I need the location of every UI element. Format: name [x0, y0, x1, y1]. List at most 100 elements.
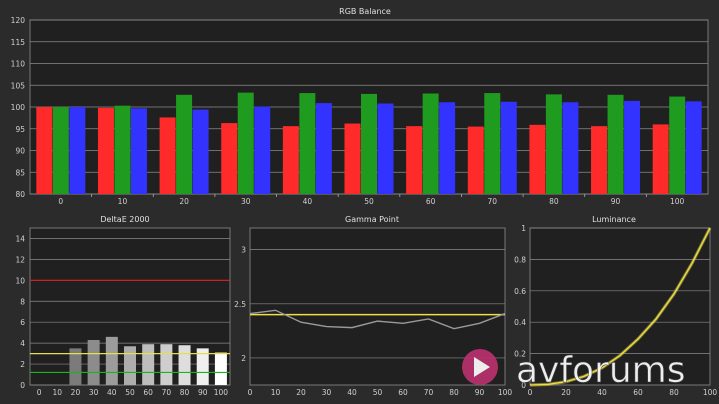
luminance-y-tick-label: 0 — [521, 381, 526, 390]
gamma-y-tick-label: 3 — [241, 246, 246, 255]
deltae-y-tick-label: 4 — [20, 339, 25, 348]
rgb-bar — [36, 107, 53, 194]
rgb-balance-title: RGB Balance — [339, 7, 391, 16]
luminance-x-tick-label: 20 — [561, 388, 571, 397]
gamma-x-tick-label: 20 — [296, 388, 306, 397]
rgb-bar — [97, 107, 114, 194]
gamma-x-tick-label: 100 — [498, 388, 513, 397]
rgb-y-tick-label: 95 — [15, 125, 25, 134]
rgb-bar — [439, 102, 456, 194]
luminance-x-tick-label: 40 — [597, 388, 607, 397]
gamma-x-tick-label: 60 — [398, 388, 408, 397]
rgb-y-tick-label: 100 — [11, 103, 26, 112]
rgb-bar — [545, 94, 562, 194]
luminance-title: Luminance — [592, 215, 636, 224]
gamma-x-tick-label: 80 — [449, 388, 459, 397]
rgb-bar — [315, 103, 332, 194]
deltae-y-tick-label: 10 — [15, 276, 25, 285]
deltae-bar — [160, 344, 173, 385]
rgb-x-tick-label: 100 — [670, 197, 685, 206]
deltae-y-tick-label: 8 — [20, 297, 25, 306]
deltae-x-tick-label: 90 — [198, 388, 208, 397]
rgb-bar — [406, 126, 423, 194]
deltae-x-tick-label: 80 — [180, 388, 190, 397]
rgb-x-tick-label: 60 — [426, 197, 436, 206]
deltae-bar — [124, 346, 136, 385]
watermark-text: avforums — [516, 350, 686, 391]
rgb-bar — [652, 124, 669, 194]
gamma-x-tick-label: 0 — [248, 388, 253, 397]
deltae-bar — [142, 344, 155, 385]
rgb-bar — [159, 117, 176, 194]
rgb-bar — [221, 123, 238, 194]
luminance-x-tick-label: 80 — [669, 388, 679, 397]
gamma-x-tick-label: 40 — [347, 388, 357, 397]
deltae-bar — [214, 352, 227, 385]
gamma-x-tick-label: 10 — [271, 388, 281, 397]
rgb-x-tick-label: 50 — [364, 197, 374, 206]
rgb-bar — [484, 93, 501, 194]
rgb-bar — [361, 93, 377, 194]
rgb-x-tick-label: 0 — [58, 197, 63, 206]
avforums-logo: avforums — [462, 349, 686, 391]
deltae-x-tick-label: 70 — [162, 388, 172, 397]
deltae-x-tick-label: 40 — [107, 388, 117, 397]
deltae-x-tick-label: 20 — [71, 388, 81, 397]
rgb-bar — [467, 126, 484, 194]
rgb-bar — [69, 107, 86, 194]
rgb-bar — [114, 105, 131, 194]
rgb-bar — [192, 109, 209, 194]
rgb-bar — [52, 107, 69, 194]
rgb-bar — [299, 93, 316, 194]
rgb-bar — [377, 103, 394, 194]
rgb-y-tick-label: 90 — [15, 147, 25, 156]
rgb-y-tick-label: 85 — [15, 168, 25, 177]
rgb-y-tick-label: 105 — [11, 81, 26, 90]
rgb-x-tick-label: 40 — [303, 197, 313, 206]
deltae-bar — [105, 336, 118, 385]
deltae-y-tick-label: 12 — [15, 255, 25, 264]
luminance-x-tick-label: 0 — [528, 388, 533, 397]
rgb-x-tick-label: 10 — [118, 197, 128, 206]
rgb-bar — [607, 94, 624, 194]
rgb-bar — [669, 96, 686, 194]
deltae-y-tick-label: 2 — [20, 360, 25, 369]
rgb-x-tick-label: 30 — [241, 197, 251, 206]
luminance-chart: Luminance 0 0.2 0.4 0.6 0.8 1 0 20 40 60 80 100 — [514, 215, 717, 397]
luminance-y-tick-label: 1 — [521, 224, 526, 233]
gamma-x-tick-label: 90 — [475, 388, 485, 397]
deltae-x-tick-label: 100 — [214, 388, 229, 397]
rgb-balance-chart: RGB Balance 80 85 90 95 100 105 110 115 120 0 10 2… — [11, 7, 709, 206]
rgb-bar — [344, 123, 361, 194]
deltae-bar — [196, 348, 209, 385]
gamma-x-tick-label: 70 — [424, 388, 434, 397]
deltae-y-tick-label: 14 — [15, 234, 25, 243]
deltae-x-tick-label: 30 — [89, 388, 99, 397]
gamma-title: Gamma Point — [345, 215, 399, 224]
luminance-y-tick-label: 0.6 — [514, 287, 526, 296]
rgb-bar — [422, 93, 439, 194]
rgb-bar — [529, 124, 546, 194]
rgb-y-tick-label: 120 — [11, 16, 26, 25]
gamma-measured-line — [249, 309, 506, 330]
deltae-x-tick-label: 10 — [52, 388, 62, 397]
rgb-x-tick-label: 80 — [549, 197, 559, 206]
rgb-bar — [500, 101, 517, 194]
rgb-bar — [624, 100, 641, 194]
luminance-plot-area — [529, 227, 711, 386]
gamma-x-tick-label: 30 — [322, 388, 332, 397]
rgb-x-tick-label: 20 — [179, 197, 189, 206]
luminance-y-tick-label: 0.4 — [514, 318, 526, 327]
rgb-bar — [237, 92, 254, 194]
rgb-bar — [130, 108, 147, 194]
deltae-x-tick-label: 0 — [37, 388, 42, 397]
rgb-bar — [176, 94, 193, 194]
luminance-y-tick-label: 0.2 — [514, 350, 526, 359]
luminance-x-tick-label: 100 — [703, 388, 718, 397]
rgb-bar — [562, 102, 579, 194]
luminance-measured-curve — [529, 227, 711, 386]
deltae-bar — [69, 348, 82, 385]
gamma-point-chart: Gamma Point 22.530 10 20 30 40 50 60 70 80 90 100 — [234, 215, 512, 397]
gamma-y-tick-label: 2 — [241, 354, 246, 363]
luminance-x-tick-label: 60 — [633, 388, 643, 397]
